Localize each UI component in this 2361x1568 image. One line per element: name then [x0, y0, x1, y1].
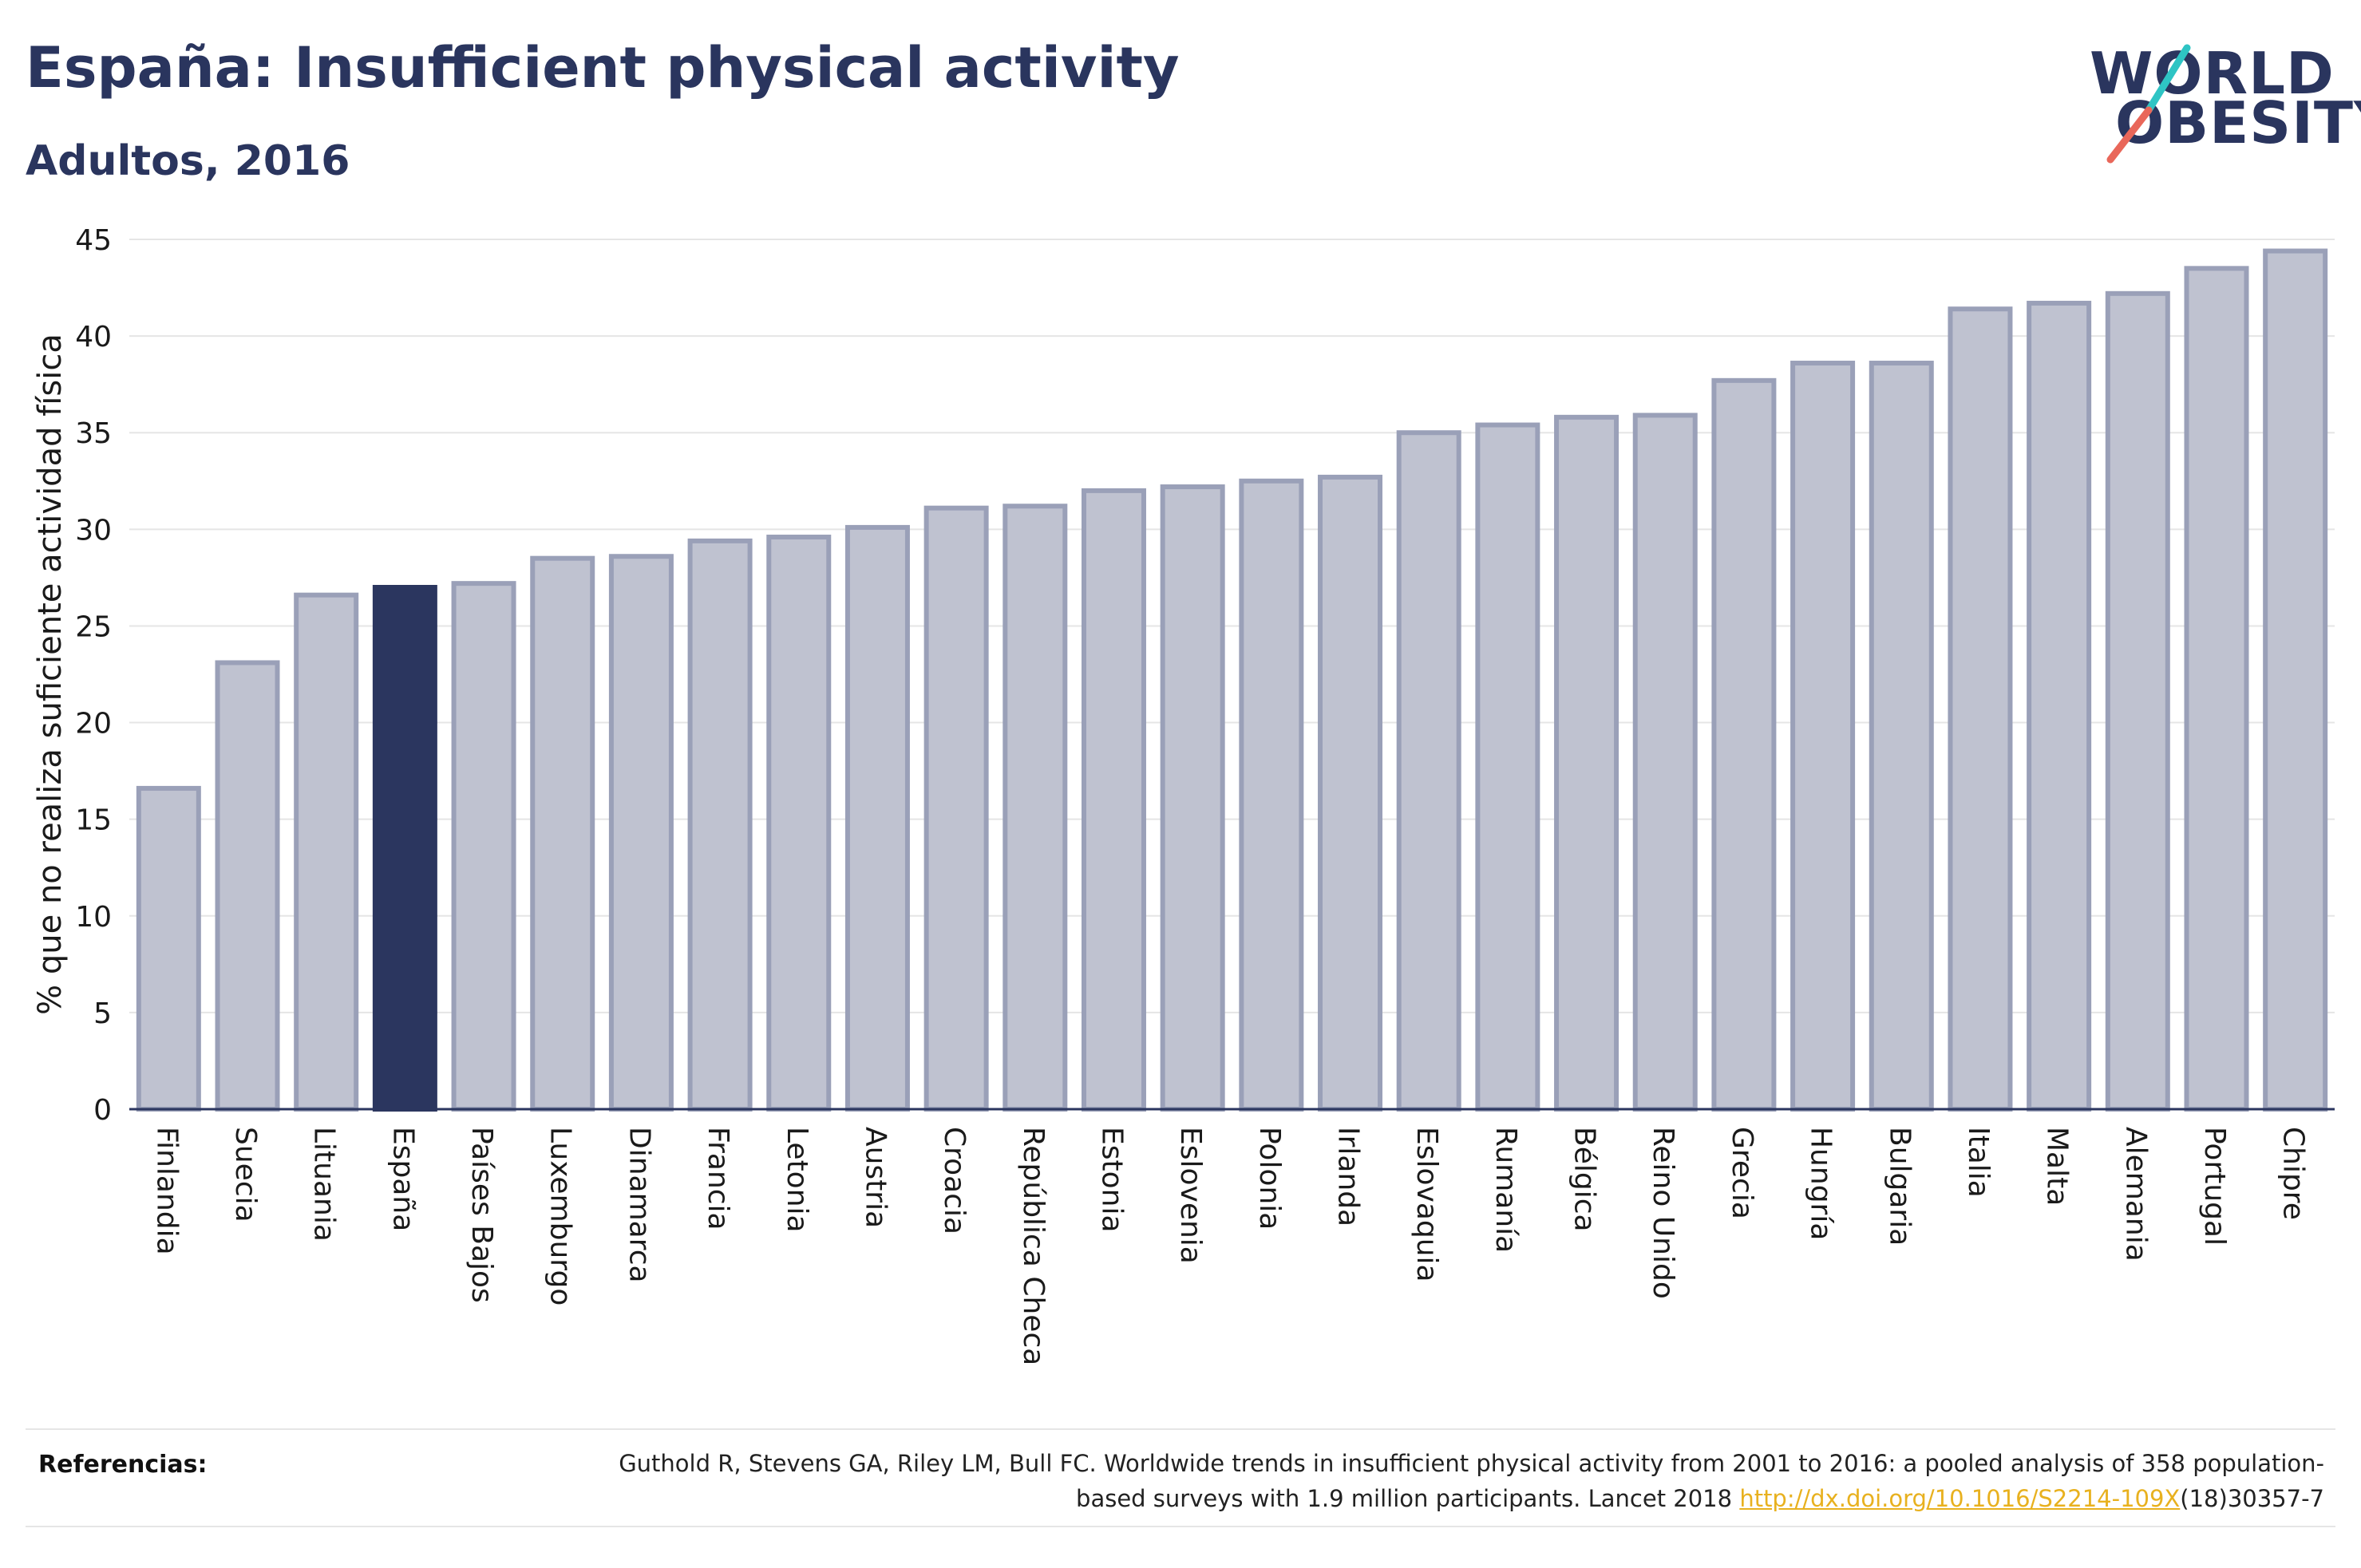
bar-chart: 0 5 10 15 20 25 30 35 40 45 Finlandia Suecia Lituan… [32, 224, 2335, 1365]
reference-citation-suffix: (18)30357-7 [2180, 1485, 2324, 1512]
x-tick-label: Croacia [938, 1127, 971, 1234]
bar-suecia [215, 660, 280, 1112]
bar-hungría [1790, 361, 1856, 1112]
bar-luxemburgo [530, 555, 595, 1112]
x-tick-labels: Finlandia Suecia Lituania España Países Bajo… [150, 1127, 2309, 1365]
x-tick-label: Italia [1962, 1127, 1995, 1198]
x-tick-label: Estonia [1095, 1127, 1128, 1233]
bar-lituania [294, 592, 359, 1112]
bar-república-checa [1003, 504, 1068, 1112]
bar-bulgaria [1869, 361, 1934, 1112]
page-subtitle: Adultos, 2016 [26, 137, 350, 185]
bar-reino-unido [1632, 413, 1698, 1112]
bar-austria [844, 524, 910, 1112]
bar-eslovenia [1160, 484, 1225, 1112]
x-tick-label: Lituania [308, 1127, 341, 1242]
bar-polonia [1239, 478, 1304, 1112]
x-tick-label: Grecia [1726, 1127, 1758, 1219]
x-tick-label: Bulgaria [1883, 1127, 1916, 1246]
x-tick-label: Letonia [781, 1127, 813, 1233]
x-tick-label: Dinamarca [623, 1127, 655, 1283]
y-tick-label: 45 [75, 224, 112, 257]
logo-line-1: WORLD [2090, 40, 2335, 107]
x-tick-label: Hungría [1805, 1127, 1837, 1240]
x-tick-label: Eslovenia [1174, 1127, 1207, 1264]
x-tick-label: Austria [859, 1127, 892, 1228]
y-tick-label: 0 [93, 1094, 112, 1127]
x-tick-label: Suecia [229, 1127, 262, 1222]
bar-eslovaquia [1396, 430, 1461, 1112]
reference-citation: Guthold R, Stevens GA, Riley LM, Bull FC… [619, 1450, 2324, 1512]
x-tick-label: España [386, 1127, 419, 1231]
x-tick-label: República Checa [1017, 1127, 1050, 1365]
y-tick-label: 25 [75, 610, 112, 643]
bar-francia [687, 538, 753, 1112]
bar-alemania [2105, 290, 2170, 1112]
x-tick-label: Rumanía [1489, 1127, 1522, 1253]
reference-doi-link[interactable]: http://dx.doi.org/10.1016/S2214-109X [1739, 1485, 2181, 1512]
bar-estonia [1081, 488, 1146, 1112]
bar-irlanda [1318, 474, 1383, 1112]
references-text: Guthold R, Stevens GA, Riley LM, Bull FC… [568, 1446, 2324, 1516]
bar-malta [2027, 300, 2092, 1112]
x-tick-label: Bélgica [1568, 1127, 1601, 1232]
y-tick-label: 30 [75, 514, 112, 547]
y-tick-labels: 0 5 10 15 20 25 30 35 40 45 [75, 224, 112, 1127]
x-tick-label: Chipre [2277, 1127, 2310, 1220]
y-axis-title: % que no realiza suficiente actividad fí… [32, 334, 69, 1015]
x-tick-label: Reino Unido [1647, 1127, 1679, 1299]
bar-bélgica [1554, 414, 1619, 1112]
bar-dinamarca [608, 554, 674, 1112]
bar-españa [372, 585, 437, 1112]
y-tick-label: 15 [75, 804, 112, 837]
bar-rumanía [1475, 422, 1540, 1112]
bar-finlandia [136, 785, 201, 1112]
y-tick-label: 20 [75, 708, 112, 741]
x-tick-label: Irlanda [1332, 1127, 1365, 1226]
x-tick-label: Países Bajos [465, 1127, 498, 1303]
bar-portugal [2184, 266, 2249, 1112]
x-tick-label: Malta [2041, 1127, 2074, 1206]
bar-chipre [2263, 248, 2328, 1112]
y-tick-label: 40 [75, 321, 112, 353]
y-tick-label: 5 [93, 997, 112, 1030]
bar-italia [1948, 306, 2013, 1112]
references-label: Referencias: [38, 1451, 208, 1479]
x-tick-label: Luxemburgo [544, 1127, 577, 1305]
bar-países-bajos [451, 581, 516, 1112]
x-tick-label: Polonia [1253, 1127, 1286, 1230]
references-section: Referencias: Guthold R, Stevens GA, Rile… [26, 1428, 2335, 1527]
x-tick-label: Eslovaquia [1410, 1127, 1443, 1282]
x-tick-label: Francia [702, 1127, 734, 1230]
bar-croacia [923, 505, 989, 1112]
x-tick-label: Alemania [2119, 1127, 2152, 1262]
y-tick-label: 35 [75, 417, 112, 450]
logo-slash-icon [2106, 44, 2191, 164]
x-tick-label: Finlandia [150, 1127, 183, 1255]
world-obesity-logo: WORLD OBESITY [2075, 32, 2361, 176]
bar-letonia [766, 535, 832, 1112]
bar-grecia [1711, 377, 1777, 1112]
x-tick-label: Portugal [2198, 1127, 2231, 1246]
bars [136, 248, 2328, 1112]
y-tick-label: 10 [75, 901, 112, 934]
page-title: España: Insufficient physical activity [26, 35, 1180, 101]
